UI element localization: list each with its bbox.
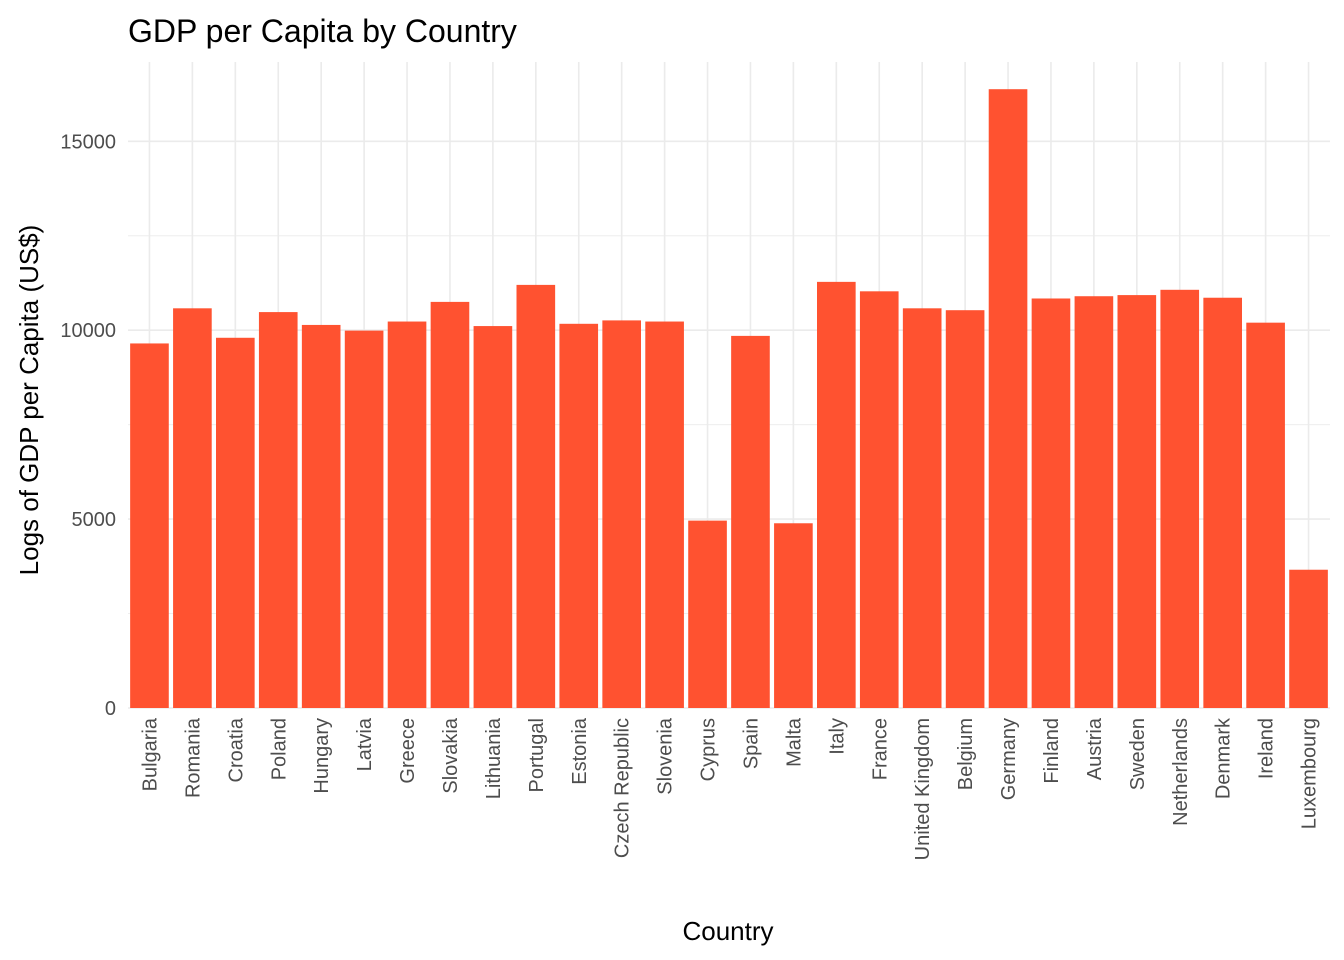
- x-tick-label: France: [869, 718, 891, 780]
- bar: [516, 284, 556, 708]
- chart-title: GDP per Capita by Country: [128, 13, 517, 49]
- x-tick-label: Netherlands: [1170, 718, 1192, 826]
- bar: [988, 89, 1028, 708]
- bar: [1031, 298, 1071, 708]
- y-tick-label: 15000: [60, 131, 116, 153]
- bar: [344, 330, 384, 708]
- y-tick-label: 5000: [72, 509, 117, 531]
- y-axis-title: Logs of GDP per Capita (US$): [14, 225, 44, 576]
- bar: [859, 291, 899, 708]
- x-tick-label: Lithuania: [483, 717, 505, 799]
- x-tick-label: Italy: [826, 718, 848, 755]
- bars: [130, 89, 1328, 708]
- x-tick-label: United Kingdom: [912, 718, 934, 860]
- y-tick-label: 10000: [60, 320, 116, 342]
- x-tick-label: Spain: [740, 718, 762, 769]
- y-axis-tick-labels: 0 5000 10000 15000: [60, 131, 116, 720]
- x-tick-label: Finland: [1041, 718, 1063, 784]
- x-tick-label: Greece: [397, 718, 419, 784]
- bar: [1289, 569, 1328, 708]
- x-tick-label: Austria: [1084, 717, 1106, 780]
- bar: [817, 281, 856, 708]
- y-tick-label: 0: [105, 698, 116, 720]
- x-tick-label: Germany: [998, 718, 1020, 800]
- x-tick-label: Sweden: [1127, 718, 1149, 790]
- bar: [602, 320, 641, 708]
- x-tick-label: Malta: [783, 717, 805, 767]
- bar: [1074, 296, 1114, 708]
- bar: [301, 324, 341, 708]
- bar: [1117, 295, 1157, 708]
- bar: [130, 343, 169, 708]
- x-tick-label: Poland: [268, 718, 290, 780]
- bar: [258, 312, 298, 708]
- bar: [688, 520, 727, 708]
- x-tick-label: Bulgaria: [139, 717, 161, 791]
- bar: [387, 321, 427, 708]
- bar: [1160, 289, 1200, 708]
- x-tick-label: Belgium: [955, 718, 977, 790]
- bar: [902, 308, 942, 708]
- bar: [945, 310, 985, 708]
- bar: [731, 335, 770, 708]
- bar: [473, 326, 513, 708]
- bar: [559, 323, 599, 708]
- bar: [645, 321, 684, 708]
- x-tick-label: Luxembourg: [1299, 718, 1321, 829]
- x-tick-label: Croatia: [225, 717, 247, 782]
- x-tick-label: Latvia: [354, 717, 376, 771]
- bar: [173, 308, 212, 708]
- bar: [1203, 297, 1242, 708]
- x-tick-label: Romania: [182, 717, 204, 798]
- bar: [774, 523, 813, 708]
- x-tick-label: Slovakia: [440, 717, 462, 793]
- x-tick-label: Hungary: [311, 718, 333, 794]
- bar: [216, 337, 255, 708]
- x-axis-title: Country: [682, 916, 773, 946]
- x-tick-label: Portugal: [526, 718, 548, 793]
- bar: [1246, 322, 1285, 708]
- x-tick-label: Estonia: [569, 717, 591, 785]
- x-tick-label: Cyprus: [698, 718, 720, 781]
- x-tick-label: Slovenia: [655, 717, 677, 795]
- x-tick-label: Denmark: [1213, 717, 1235, 799]
- bar: [430, 301, 470, 708]
- x-tick-label: Ireland: [1256, 718, 1278, 779]
- x-tick-label: Czech Republic: [612, 718, 634, 858]
- x-axis-tick-labels: Bulgaria Romania Croatia Poland Hungary Latvi…: [139, 717, 1320, 860]
